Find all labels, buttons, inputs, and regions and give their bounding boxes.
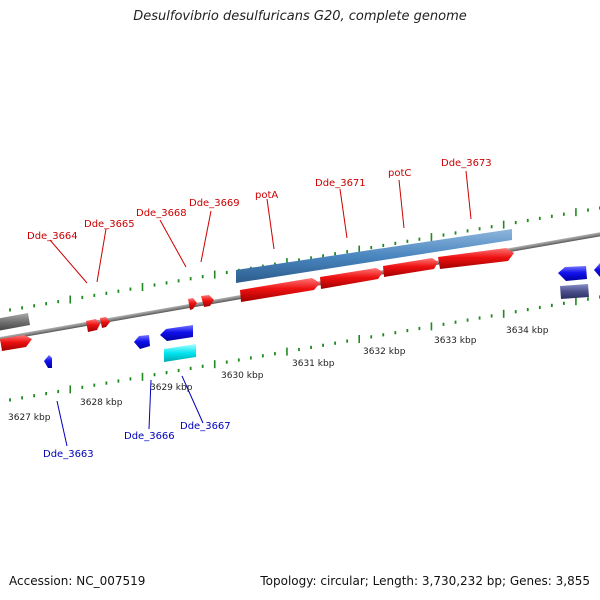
gene-dde-3663 [44, 355, 52, 368]
leader-line [398, 179, 405, 229]
topology-summary: Topology: circular; Length: 3,730,232 bp… [260, 574, 590, 588]
gene-label-reverse: Dde_3663 [43, 449, 94, 460]
gene-label-forward: Dde_3673 [441, 158, 492, 169]
forward-strand-genes [0, 229, 589, 351]
gene-potc [383, 258, 438, 277]
gene-dde-3671 [320, 268, 383, 289]
gene-label-forward: Dde_3668 [136, 208, 187, 219]
gene-forward-left [0, 335, 32, 351]
gene-label-forward: Dde_3671 [315, 178, 366, 189]
gene-label-forward: Dde_3665 [84, 219, 135, 230]
gene-dde-3664 [86, 319, 100, 332]
gene-misc-feature [164, 344, 196, 362]
ruler-label: 3634 kbp [506, 326, 549, 336]
gene-reverse-right [558, 266, 587, 281]
tick-track-top [9, 206, 600, 312]
leader-line [56, 400, 68, 447]
gene-label-reverse: Dde_3667 [180, 421, 231, 432]
gene-label-reverse: Dde_3666 [124, 431, 175, 442]
gene-dde-3668 [188, 298, 197, 310]
gene-dde-3673 [438, 248, 514, 269]
gene-label-forward: Dde_3664 [27, 231, 78, 242]
ruler-label: 3630 kbp [221, 371, 264, 381]
ruler-label: 3627 kbp [8, 413, 51, 423]
map-title: Desulfovibrio desulfuricans G20, complet… [133, 9, 467, 24]
gene-label-forward: potC [388, 168, 411, 179]
gene-pota [240, 278, 320, 302]
leader-line [96, 228, 107, 283]
gene-gray-feature [0, 313, 30, 331]
gene-label-forward: Dde_3669 [189, 198, 240, 209]
leader-line [148, 379, 152, 430]
gene-dark-feature [560, 284, 589, 299]
ruler-label: 3632 kbp [363, 347, 406, 357]
gene-dde-3669 [201, 295, 214, 307]
leader-line [266, 198, 275, 250]
leader-line [339, 188, 348, 239]
ruler-label: 3633 kbp [434, 336, 477, 346]
gene-label-forward: potA [255, 190, 278, 201]
reverse-strand-genes [44, 263, 600, 368]
leader-line [200, 210, 212, 263]
ruler-labels: 3627 kbp 3628 kbp 3629 kbp 3630 kbp 3631 kbp… [8, 326, 549, 423]
label-leader-lines [49, 170, 472, 447]
gene-pota-cds [236, 229, 512, 283]
leader-line [181, 375, 204, 424]
leader-line [159, 219, 187, 268]
tick-track [9, 206, 600, 402]
gene-dde-3667 [160, 325, 193, 341]
accession-text: Accession: NC_007519 [9, 574, 146, 588]
leader-line [49, 239, 88, 284]
ruler-label: 3631 kbp [292, 359, 335, 369]
gene-reverse-edge [594, 263, 600, 277]
ruler-label: 3628 kbp [80, 398, 123, 408]
gene-dde-3666 [134, 335, 150, 349]
tick-track-bottom [9, 295, 600, 402]
leader-line [465, 170, 472, 220]
gene-dde-3665 [100, 317, 110, 328]
ruler-label: 3629 kbp [150, 383, 193, 393]
